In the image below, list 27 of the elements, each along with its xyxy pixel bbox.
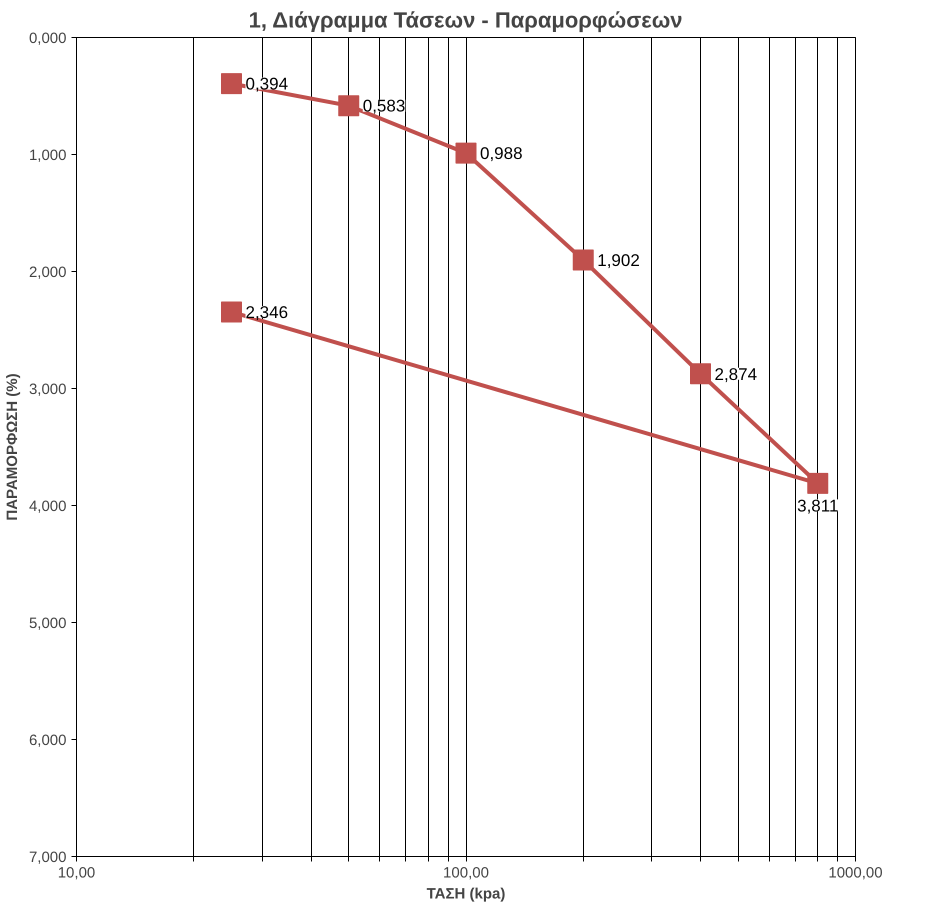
data-label: 1,902: [597, 251, 640, 270]
y-tick-label: 0,000: [28, 30, 67, 47]
point: [807, 472, 828, 494]
y-axis-title: ΠΑΡΑΜΟΡΦΩΣΗ (%): [4, 373, 21, 521]
data-label: 2,874: [714, 364, 758, 384]
y-tick-label: 3,000: [28, 381, 67, 398]
x-tick-label: 1000,00: [828, 864, 883, 882]
y-tick-label: 1,000: [28, 147, 67, 164]
point: [456, 142, 476, 164]
point: [338, 95, 360, 116]
chart-title: 1, Διάγραμμα Τάσεων - Παραμορφώσεων: [248, 8, 683, 32]
x-tick-label: 10,00: [58, 864, 96, 882]
data-label: 0,988: [480, 144, 523, 164]
y-tick-label: 6,000: [28, 732, 67, 749]
y-tick-label: 2,000: [28, 264, 67, 281]
x-tick-label: 100,00: [443, 864, 489, 882]
x-axis-title: ΤΑΣΗ (kpa): [426, 886, 506, 902]
data-label: 2,346: [246, 302, 288, 322]
y-tick-label: 4,000: [28, 498, 67, 515]
point: [221, 73, 242, 94]
data-label: 3,811: [797, 496, 838, 516]
data-label: 0,583: [362, 96, 406, 116]
data-label: 0,394: [246, 74, 288, 94]
y-tick-label: 7,000: [28, 849, 67, 866]
y-tick-label: 5,000: [28, 615, 67, 632]
point: [572, 250, 594, 271]
point: [690, 363, 711, 384]
